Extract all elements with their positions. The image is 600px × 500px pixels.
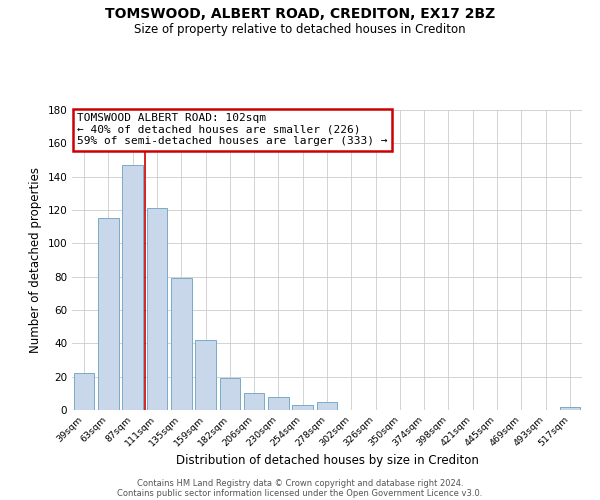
Text: Size of property relative to detached houses in Crediton: Size of property relative to detached ho… <box>134 22 466 36</box>
Bar <box>292 405 313 410</box>
Bar <box>122 165 143 410</box>
Bar <box>195 340 216 410</box>
Bar <box>317 402 337 410</box>
Bar <box>220 378 240 410</box>
Bar <box>74 374 94 410</box>
Bar <box>244 394 265 410</box>
Bar <box>560 406 580 410</box>
Bar <box>98 218 119 410</box>
Text: TOMSWOOD ALBERT ROAD: 102sqm
← 40% of detached houses are smaller (226)
59% of s: TOMSWOOD ALBERT ROAD: 102sqm ← 40% of de… <box>77 113 388 146</box>
Bar <box>171 278 191 410</box>
Y-axis label: Number of detached properties: Number of detached properties <box>29 167 42 353</box>
Text: TOMSWOOD, ALBERT ROAD, CREDITON, EX17 2BZ: TOMSWOOD, ALBERT ROAD, CREDITON, EX17 2B… <box>105 8 495 22</box>
Bar <box>268 396 289 410</box>
Bar <box>146 208 167 410</box>
Text: Contains public sector information licensed under the Open Government Licence v3: Contains public sector information licen… <box>118 488 482 498</box>
Text: Contains HM Land Registry data © Crown copyright and database right 2024.: Contains HM Land Registry data © Crown c… <box>137 478 463 488</box>
X-axis label: Distribution of detached houses by size in Crediton: Distribution of detached houses by size … <box>176 454 478 467</box>
